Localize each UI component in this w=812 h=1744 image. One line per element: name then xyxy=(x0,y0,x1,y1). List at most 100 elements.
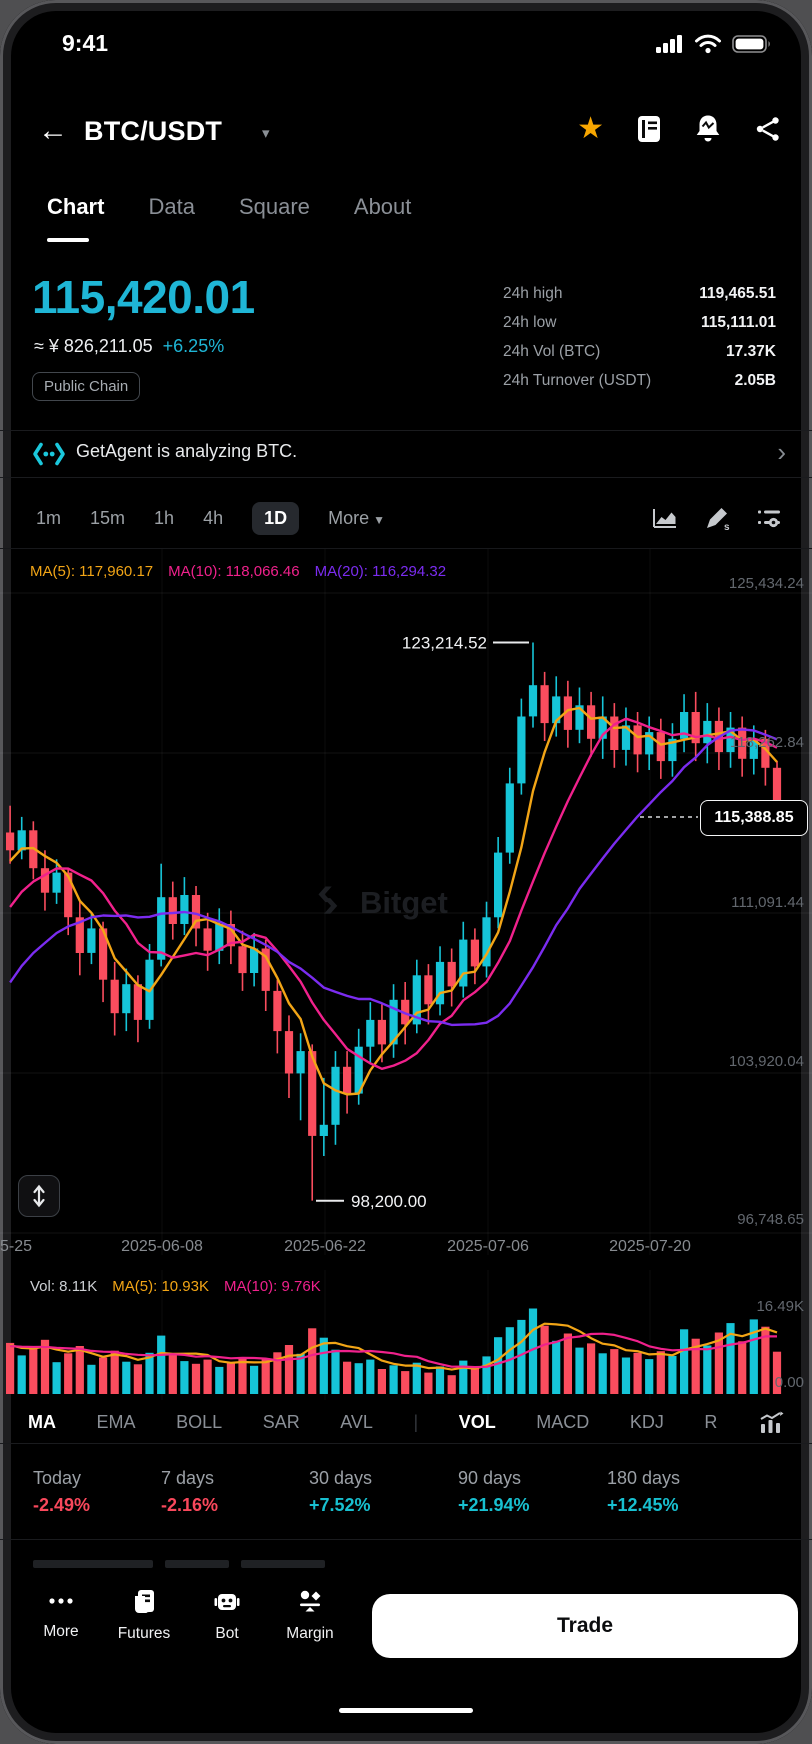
more-dots-icon xyxy=(49,1598,73,1604)
chart-zoom-handle[interactable] xyxy=(18,1175,60,1217)
ma20-legend: MA(20): 116,294.32 xyxy=(314,563,447,580)
perf-col: 7 days -2.16% xyxy=(161,1452,309,1539)
timeframe-row: 1m 15m 1h 4h 1D More ▼ s xyxy=(0,492,812,544)
chart-gridlines xyxy=(0,549,812,1255)
tf-more-dropdown[interactable]: More ▼ xyxy=(328,508,385,529)
futures-icon xyxy=(135,1590,154,1613)
futures-label: Futures xyxy=(117,1625,171,1642)
bot-icon xyxy=(214,1594,240,1610)
tab-chart[interactable]: Chart xyxy=(47,194,105,219)
indicator-sar[interactable]: SAR xyxy=(262,1412,300,1432)
vol-legend-ma5: MA(5): 10.93K xyxy=(112,1278,209,1295)
nav-tabs: Chart Data Square About xyxy=(47,194,411,220)
candles xyxy=(6,642,782,1201)
margin-button[interactable]: Margin xyxy=(277,1588,343,1643)
public-chain-badge[interactable]: Public Chain xyxy=(32,372,141,401)
indicator-kdj[interactable]: KDJ xyxy=(629,1412,664,1432)
header-actions: ★ xyxy=(577,112,782,146)
trade-button[interactable]: Trade xyxy=(372,1594,798,1658)
back-button[interactable]: ← xyxy=(38,114,68,147)
low-annotation: 98,200.00 xyxy=(351,1192,427,1211)
tf-1d-active[interactable]: 1D xyxy=(252,501,300,535)
perf-label: Today xyxy=(33,1468,82,1488)
fiat-value: ≈ ¥ 826,211.05 xyxy=(34,336,153,356)
draw-tool-icon[interactable]: s xyxy=(704,505,730,531)
indicator-ma[interactable]: MA xyxy=(28,1412,56,1432)
indicator-boll[interactable]: BOLL xyxy=(176,1412,223,1432)
volume-chart[interactable]: Vol: 8.11K MA(5): 10.93K MA(10): 9.76K 1… xyxy=(0,1270,812,1400)
ma10-legend: MA(10): 118,066.46 xyxy=(168,563,300,580)
perf-label: 7 days xyxy=(161,1468,215,1488)
candles-and-ma xyxy=(6,642,782,1201)
tab-about[interactable]: About xyxy=(353,194,412,219)
indicator-vol[interactable]: VOL xyxy=(458,1412,496,1432)
x-axis-label: 2025-06-22 xyxy=(284,1238,366,1255)
getagent-logo-icon xyxy=(32,442,66,466)
margin-icon xyxy=(300,1590,321,1612)
x-axis-label: 2025-06-08 xyxy=(121,1238,203,1255)
indicator-rsi-clipped[interactable]: R xyxy=(704,1412,718,1432)
bot-button[interactable]: Bot xyxy=(194,1588,260,1643)
tf-1h[interactable]: 1h xyxy=(154,507,175,528)
status-icons xyxy=(656,34,772,54)
stat-row: 24h Turnover (USDT) 2.05B xyxy=(503,366,776,395)
vol-legend-current: Vol: 8.11K xyxy=(30,1278,98,1295)
indicator-settings-icon[interactable] xyxy=(756,506,782,530)
stats-panel: 24h high 119,465.51 24h low 115,111.01 24h… xyxy=(503,279,776,395)
stat-value: 17.37K xyxy=(726,342,776,360)
y-axis-label: 103,920.04 xyxy=(728,1053,804,1070)
share-icon[interactable] xyxy=(754,115,782,143)
ma-legend: MA(5): 117,960.17 MA(10): 118,066.46 MA(… xyxy=(30,563,446,580)
more-button[interactable]: More xyxy=(28,1588,94,1641)
annotations: 123,214.52 98,200.00 xyxy=(316,634,698,1211)
perf-value: +12.45% xyxy=(607,1495,679,1515)
chevron-right-icon: › xyxy=(777,437,786,467)
last-price-tag: 115,388.85 xyxy=(700,800,808,836)
watermark-text: Bitget xyxy=(360,885,448,920)
stat-label: 24h Vol (BTC) xyxy=(503,342,601,360)
stat-row: 24h low 115,111.01 xyxy=(503,308,776,337)
pair-title[interactable]: BTC/USDT xyxy=(84,116,223,146)
indicator-ema[interactable]: EMA xyxy=(96,1412,136,1432)
perf-value: -2.49% xyxy=(33,1495,91,1515)
perf-label: 180 days xyxy=(607,1468,681,1488)
favorite-star-icon[interactable]: ★ xyxy=(577,112,604,145)
candlestick-chart[interactable]: 123,214.52 98,200.00 MA(5): 117,960.17 M… xyxy=(0,548,812,1269)
bitget-watermark: Bitget xyxy=(316,885,448,921)
tf-15m[interactable]: 15m xyxy=(90,507,126,528)
y-axis-label: 118,262.84 xyxy=(730,734,804,751)
indicator-chart-icon[interactable] xyxy=(758,1411,784,1435)
futures-button[interactable]: Futures xyxy=(111,1588,177,1643)
clipped-section-heading xyxy=(33,1560,325,1568)
change-percent: +6.25% xyxy=(162,336,225,356)
svg-text:s: s xyxy=(724,522,730,531)
chart-type-icon[interactable] xyxy=(652,506,678,530)
orderbook-icon[interactable] xyxy=(636,115,662,143)
pair-dropdown-caret[interactable]: ▾ xyxy=(262,125,270,142)
chart-tools: s xyxy=(652,505,782,531)
stat-label: 24h low xyxy=(503,313,557,331)
tab-square[interactable]: Square xyxy=(238,194,310,219)
active-tab-underline xyxy=(47,238,89,242)
bot-label: Bot xyxy=(215,1625,239,1642)
x-axis-label: 5-25 xyxy=(0,1238,33,1255)
cellular-signal-icon xyxy=(656,34,684,54)
stat-label: 24h Turnover (USDT) xyxy=(503,371,652,389)
home-indicator[interactable] xyxy=(339,1708,473,1713)
timeframe-list: 1m 15m 1h 4h 1D More ▼ xyxy=(0,501,385,535)
volume-legend: Vol: 8.11K MA(5): 10.93K MA(10): 9.76K xyxy=(30,1278,321,1295)
indicator-tab-row: MA EMA BOLL SAR AVL | VOL MACD KDJ R xyxy=(0,1402,812,1444)
tab-data[interactable]: Data xyxy=(148,194,195,219)
indicator-macd[interactable]: MACD xyxy=(536,1412,590,1432)
x-axis-label: 2025-07-20 xyxy=(609,1238,691,1255)
indicator-avl[interactable]: AVL xyxy=(340,1412,373,1432)
battery-icon xyxy=(732,34,772,54)
x-axis: 5-25 2025-06-08 2025-06-22 2025-07-06 20… xyxy=(0,1236,812,1264)
wifi-icon xyxy=(694,34,722,54)
price-alert-bell-icon[interactable] xyxy=(694,114,722,144)
margin-label: Margin xyxy=(286,1625,334,1642)
tf-4h[interactable]: 4h xyxy=(203,507,224,528)
getagent-banner[interactable]: GetAgent is analyzing BTC. › xyxy=(0,430,812,478)
tf-1m[interactable]: 1m xyxy=(36,507,62,528)
